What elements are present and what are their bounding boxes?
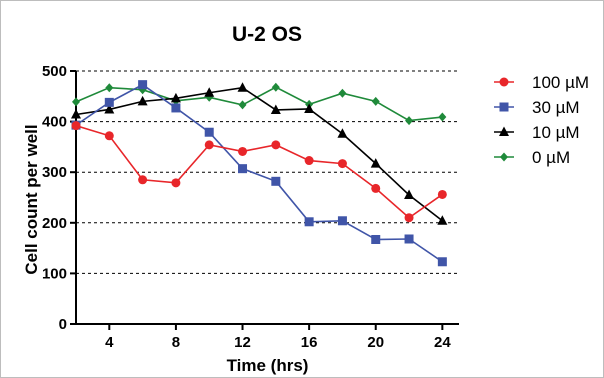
data-point [438, 112, 447, 122]
series-line [75, 83, 443, 263]
x-axis-label: Time (hrs) [227, 356, 309, 375]
data-point [204, 140, 214, 150]
legend-marker [500, 152, 508, 162]
y-tick-label: 400 [42, 114, 67, 131]
x-tick-label: 24 [434, 334, 451, 351]
data-point [237, 82, 248, 92]
data-point [271, 140, 281, 150]
data-point [404, 234, 414, 244]
data-point [437, 257, 447, 267]
series-group [71, 80, 448, 267]
data-point [371, 183, 381, 193]
axes [70, 70, 459, 330]
x-tick-label: 8 [172, 334, 180, 351]
legend-marker [499, 102, 509, 112]
data-point [338, 88, 347, 98]
legend-label: 100 µM [532, 73, 589, 92]
series-line [75, 86, 443, 222]
data-point [171, 103, 181, 113]
grid-lines [76, 70, 459, 274]
series-square [71, 80, 447, 267]
y-tick-label: 100 [42, 265, 67, 282]
data-point [238, 100, 247, 110]
data-point [405, 116, 414, 126]
legend-marker [499, 126, 509, 136]
data-point [337, 216, 347, 226]
data-point [271, 82, 280, 92]
data-point [304, 156, 314, 166]
series-triangle [71, 82, 448, 225]
series-circle [71, 121, 447, 223]
data-point [371, 96, 380, 106]
data-point [71, 109, 81, 119]
data-point [204, 87, 215, 97]
data-point [105, 83, 114, 93]
data-point [270, 104, 281, 114]
legend-label: 10 µM [532, 123, 580, 142]
data-point [304, 103, 315, 113]
legend-item: 10 µM [494, 123, 580, 142]
y-tick-label: 500 [42, 63, 67, 80]
x-tick-label: 4 [105, 334, 114, 351]
data-point [371, 234, 381, 244]
legend: 100 µM 30 µM 10 µM 0 µM [494, 73, 589, 167]
data-point [337, 128, 348, 138]
x-tick-label: 20 [367, 334, 384, 351]
data-point [171, 178, 181, 188]
data-point [404, 213, 414, 223]
data-point [370, 158, 381, 168]
legend-label: 0 µM [532, 148, 570, 167]
x-tick-label: 12 [234, 334, 251, 351]
data-point [104, 97, 114, 107]
tick-labels: 0 100 200 300 400 500 4 8 12 16 20 24 [42, 63, 451, 351]
data-point [437, 215, 448, 225]
legend-label: 30 µM [532, 98, 580, 117]
data-point [104, 103, 115, 114]
legend-marker [499, 77, 509, 87]
series-diamond [72, 82, 447, 126]
data-point [271, 176, 281, 186]
legend-item: 100 µM [494, 73, 589, 92]
y-tick-label: 200 [42, 215, 67, 232]
y-tick-label: 0 [59, 316, 67, 333]
y-axis-label: Cell count per well [22, 124, 41, 274]
data-point [104, 131, 114, 141]
data-point [204, 127, 214, 137]
data-point [170, 92, 181, 103]
x-tick-label: 16 [301, 334, 318, 351]
data-point [437, 189, 447, 199]
data-point [238, 146, 248, 156]
series-line [75, 124, 443, 219]
data-point [138, 80, 148, 90]
chart-title: U-2 OS [232, 23, 302, 46]
y-tick-label: 300 [42, 164, 67, 181]
series-line [75, 86, 443, 122]
data-point [404, 189, 415, 199]
data-point [137, 95, 148, 106]
legend-item: 30 µM [494, 98, 580, 117]
data-point [72, 97, 80, 107]
data-point [138, 175, 148, 185]
data-point [238, 164, 248, 174]
data-point [304, 217, 314, 227]
data-point [337, 159, 347, 169]
data-point [71, 121, 81, 131]
legend-item: 0 µM [494, 148, 570, 167]
